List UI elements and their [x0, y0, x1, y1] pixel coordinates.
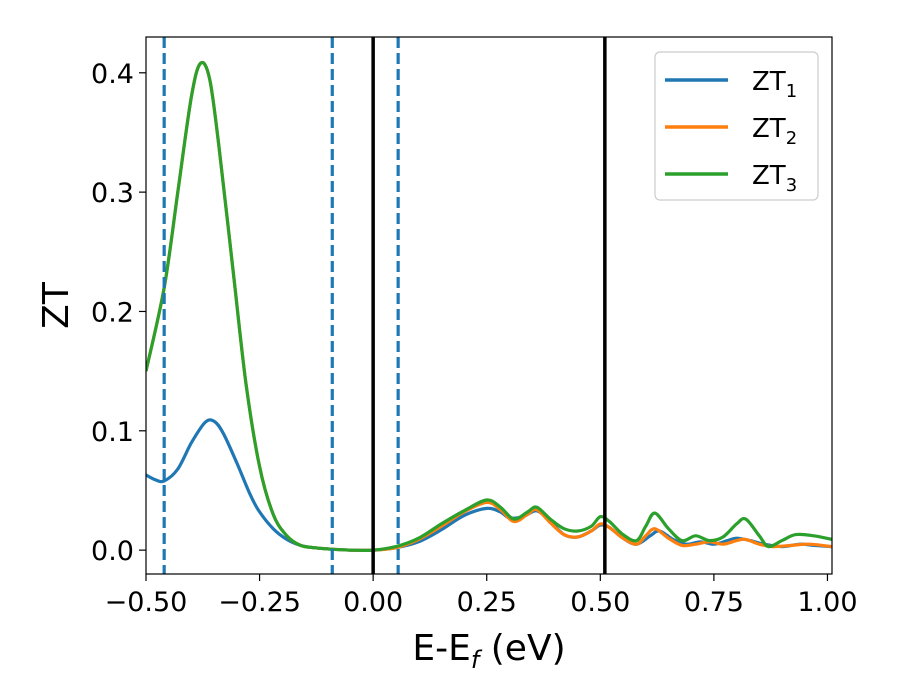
legend-box — [654, 51, 819, 201]
series-lines — [146, 60, 832, 553]
series-line-zt3 — [146, 60, 832, 553]
x-axis-title: E-Ef (eV) — [412, 628, 565, 674]
y-axis: 0.0 0.1 0.2 0.3 0.4 — [91, 59, 146, 567]
y-tick-label: 0.1 — [91, 417, 134, 448]
y-tick-label: 0.4 — [91, 59, 134, 90]
x-axis: −0.50 −0.25 0.00 0.25 0.50 0.75 1.00 — [105, 574, 858, 618]
x-tick-label: 0.00 — [343, 587, 403, 618]
x-tick-label: −0.50 — [105, 587, 188, 618]
y-tick-label: 0.2 — [91, 297, 134, 328]
y-tick-label: 0.3 — [91, 178, 134, 209]
legend-label-zt1: ZT1 — [752, 67, 797, 102]
x-tick-label: 0.50 — [570, 587, 630, 618]
legend-label-zt3: ZT3 — [752, 161, 797, 196]
x-axis-title-main: E-E — [412, 628, 470, 669]
x-tick-label: 0.75 — [684, 587, 744, 618]
legend: ZT1 ZT2 ZT3 — [654, 51, 819, 201]
plot-frame — [145, 36, 833, 575]
reference-lines — [162, 37, 607, 574]
x-tick-label: 0.25 — [457, 587, 517, 618]
x-tick-label: 1.00 — [797, 587, 857, 618]
y-axis-title: ZT — [36, 281, 77, 329]
y-tick-label: 0.0 — [91, 536, 134, 567]
x-tick-label: −0.25 — [218, 587, 301, 618]
x-axis-title-unit: (eV) — [479, 628, 565, 669]
legend-label-zt2: ZT2 — [752, 114, 797, 149]
